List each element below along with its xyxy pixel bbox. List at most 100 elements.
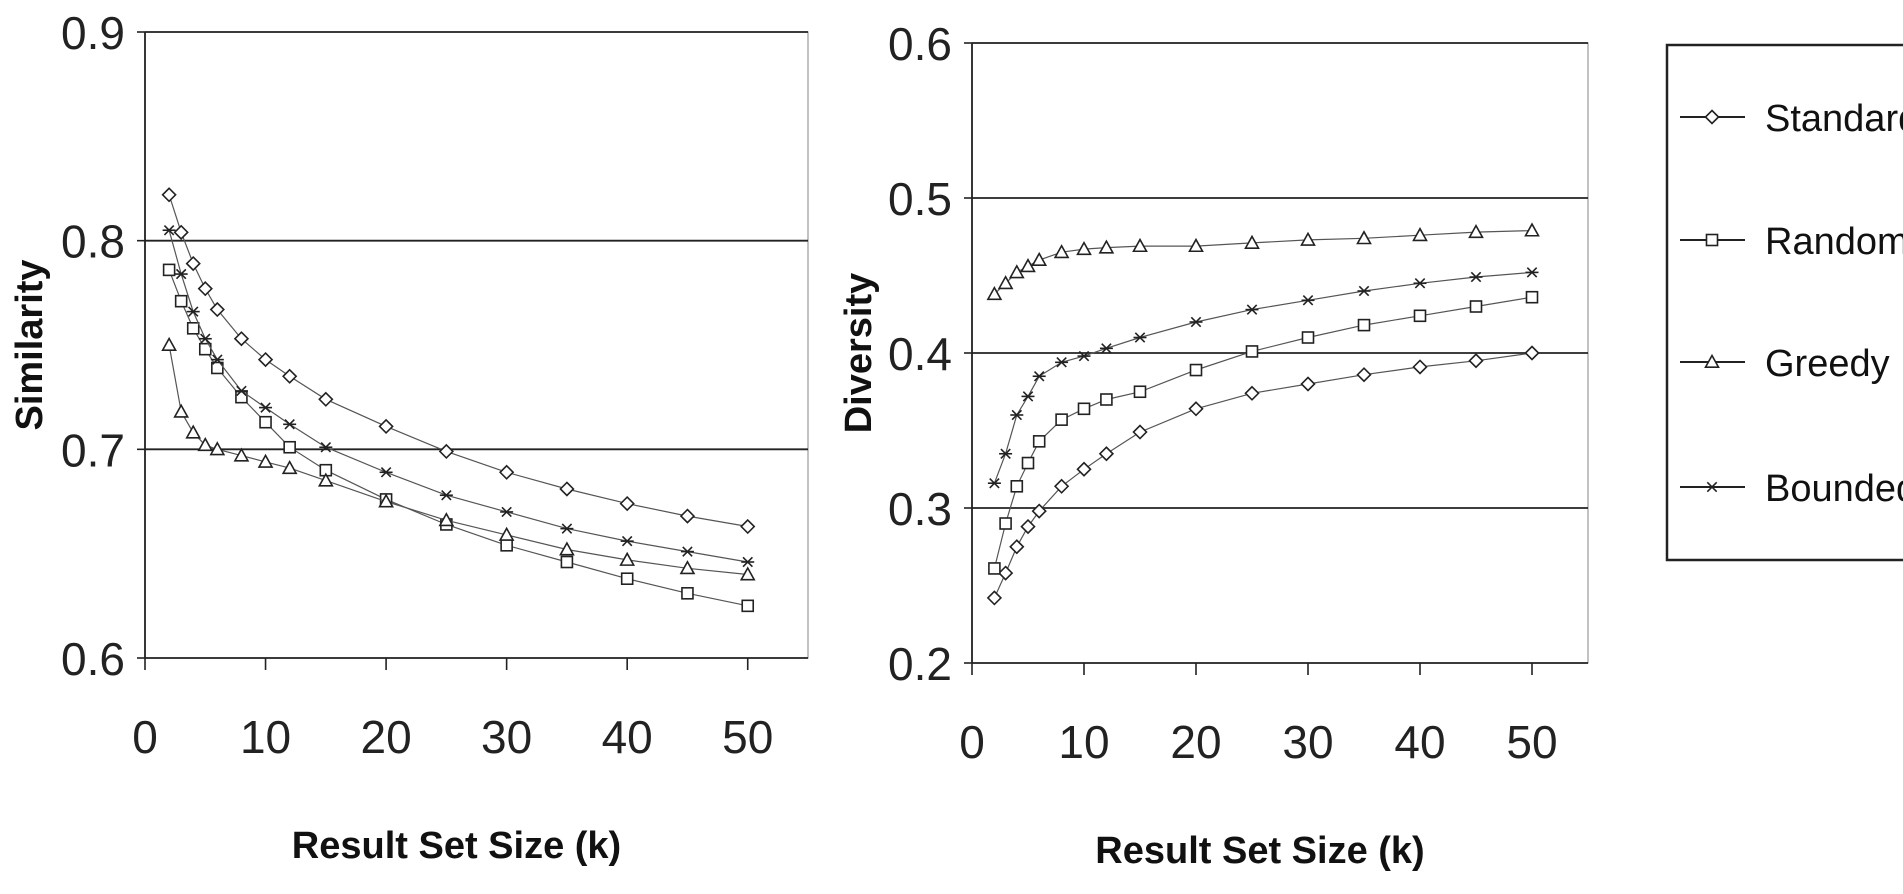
data-point-bounded <box>1525 267 1539 278</box>
data-point-standard <box>185 255 201 272</box>
data-point-random <box>988 562 1001 575</box>
data-point-greedy <box>498 526 515 541</box>
data-point-bounded <box>1099 343 1113 354</box>
similarity-y-tick-label: 0.6 <box>61 633 125 685</box>
similarity-x-tick-label: 40 <box>602 711 653 763</box>
data-point-random <box>186 322 200 335</box>
data-point-random <box>1077 402 1091 416</box>
legend-item-greedy: Greedy <box>1680 343 1890 385</box>
data-point-random <box>1133 385 1147 399</box>
similarity-x-tick-label: 30 <box>481 711 532 763</box>
data-point-random <box>1413 309 1427 323</box>
data-point-random <box>174 294 188 308</box>
data-point-standard <box>559 481 575 497</box>
data-point-standard <box>233 331 250 347</box>
series-bounded <box>987 267 1539 489</box>
data-point-random <box>1469 300 1483 313</box>
data-point-bounded <box>319 442 333 453</box>
data-point-greedy <box>257 453 274 468</box>
data-point-standard <box>1524 345 1540 361</box>
series-greedy <box>986 222 1540 301</box>
diversity-y-tick-label: 0.5 <box>888 173 952 225</box>
data-point-standard <box>1356 367 1372 383</box>
data-point-standard <box>1188 401 1204 417</box>
series-random <box>162 263 755 613</box>
data-point-random <box>1301 331 1315 344</box>
diversity-y-tick-label: 0.2 <box>888 638 952 690</box>
data-point-random <box>681 587 694 600</box>
series-line-standard <box>168 194 748 528</box>
data-point-standard <box>161 187 177 203</box>
data-point-greedy <box>1031 251 1048 267</box>
data-point-random <box>1357 318 1371 332</box>
diversity-x-tick-label: 30 <box>1282 716 1333 768</box>
diversity-y-tick-label: 0.6 <box>888 18 952 70</box>
data-point-greedy <box>1076 241 1092 256</box>
series-standard <box>986 345 1540 606</box>
data-point-greedy <box>317 472 334 487</box>
data-point-bounded <box>1077 350 1091 362</box>
similarity-y-tick-label: 0.7 <box>61 424 125 476</box>
data-point-standard <box>1098 446 1115 462</box>
data-point-random <box>211 361 224 375</box>
data-point-greedy <box>173 403 190 418</box>
data-point-standard <box>197 281 213 297</box>
data-point-standard <box>1031 503 1047 519</box>
data-point-random <box>741 599 755 613</box>
data-point-random <box>1032 435 1046 448</box>
data-point-bounded <box>1133 332 1147 343</box>
data-point-bounded <box>259 402 273 413</box>
data-point-greedy <box>559 541 575 556</box>
diversity-y-tick-label: 0.3 <box>888 483 952 535</box>
similarity-x-tick-label: 10 <box>240 711 291 763</box>
legend-item-random: Random <box>1680 221 1903 263</box>
legend-marker-random <box>1705 233 1719 247</box>
data-point-bounded <box>1357 285 1371 297</box>
similarity-x-tick-label: 20 <box>361 711 412 763</box>
data-point-bounded <box>234 385 248 397</box>
data-point-standard <box>1076 461 1092 477</box>
data-point-greedy <box>1412 227 1428 242</box>
data-point-standard <box>1009 539 1025 555</box>
data-point-standard <box>986 590 1003 606</box>
data-point-random <box>1245 345 1259 358</box>
data-point-greedy <box>1188 237 1204 253</box>
data-point-bounded <box>500 506 514 518</box>
data-point-standard <box>318 391 334 407</box>
data-point-standard <box>1020 518 1036 535</box>
series-line-standard <box>993 352 1533 599</box>
data-point-standard <box>282 368 298 384</box>
legend-marker-standard <box>1704 109 1720 125</box>
data-point-greedy <box>438 512 455 527</box>
data-point-standard <box>1244 385 1260 401</box>
data-point-bounded <box>1469 271 1483 283</box>
data-point-bounded <box>186 306 200 317</box>
data-point-standard <box>1412 359 1428 375</box>
similarity-y-tick-label: 0.8 <box>61 216 125 268</box>
data-point-standard <box>1053 478 1070 494</box>
diversity-y-tick-label: 0.4 <box>888 328 952 380</box>
series-line-bounded <box>168 230 748 563</box>
data-point-greedy <box>1356 230 1372 245</box>
data-point-bounded <box>999 448 1013 459</box>
data-point-greedy <box>1020 258 1036 273</box>
diversity-chart: 0.2 0.3 0.4 0.5 0.6 0 10 20 30 40 50 Result Set Siz… <box>838 18 1589 872</box>
data-point-greedy <box>1524 222 1540 237</box>
data-point-bounded <box>987 477 1001 489</box>
series-random <box>988 290 1539 575</box>
series-greedy <box>161 336 756 581</box>
data-point-standard <box>438 443 454 460</box>
similarity-y-axis-title: Similarity <box>9 259 51 430</box>
data-point-greedy <box>1300 231 1316 246</box>
legend-marker-greedy <box>1704 353 1720 369</box>
data-point-standard <box>1132 424 1148 440</box>
data-point-standard <box>740 518 756 535</box>
similarity-y-tick-label: 0.9 <box>61 7 125 59</box>
diversity-x-tick-label: 0 <box>959 716 985 768</box>
data-point-random <box>620 572 634 586</box>
data-point-greedy <box>1053 244 1070 259</box>
legend-label: Bounded <box>1765 468 1903 510</box>
data-point-random <box>162 263 176 277</box>
data-point-standard <box>1468 353 1484 369</box>
data-point-bounded <box>1413 278 1427 289</box>
